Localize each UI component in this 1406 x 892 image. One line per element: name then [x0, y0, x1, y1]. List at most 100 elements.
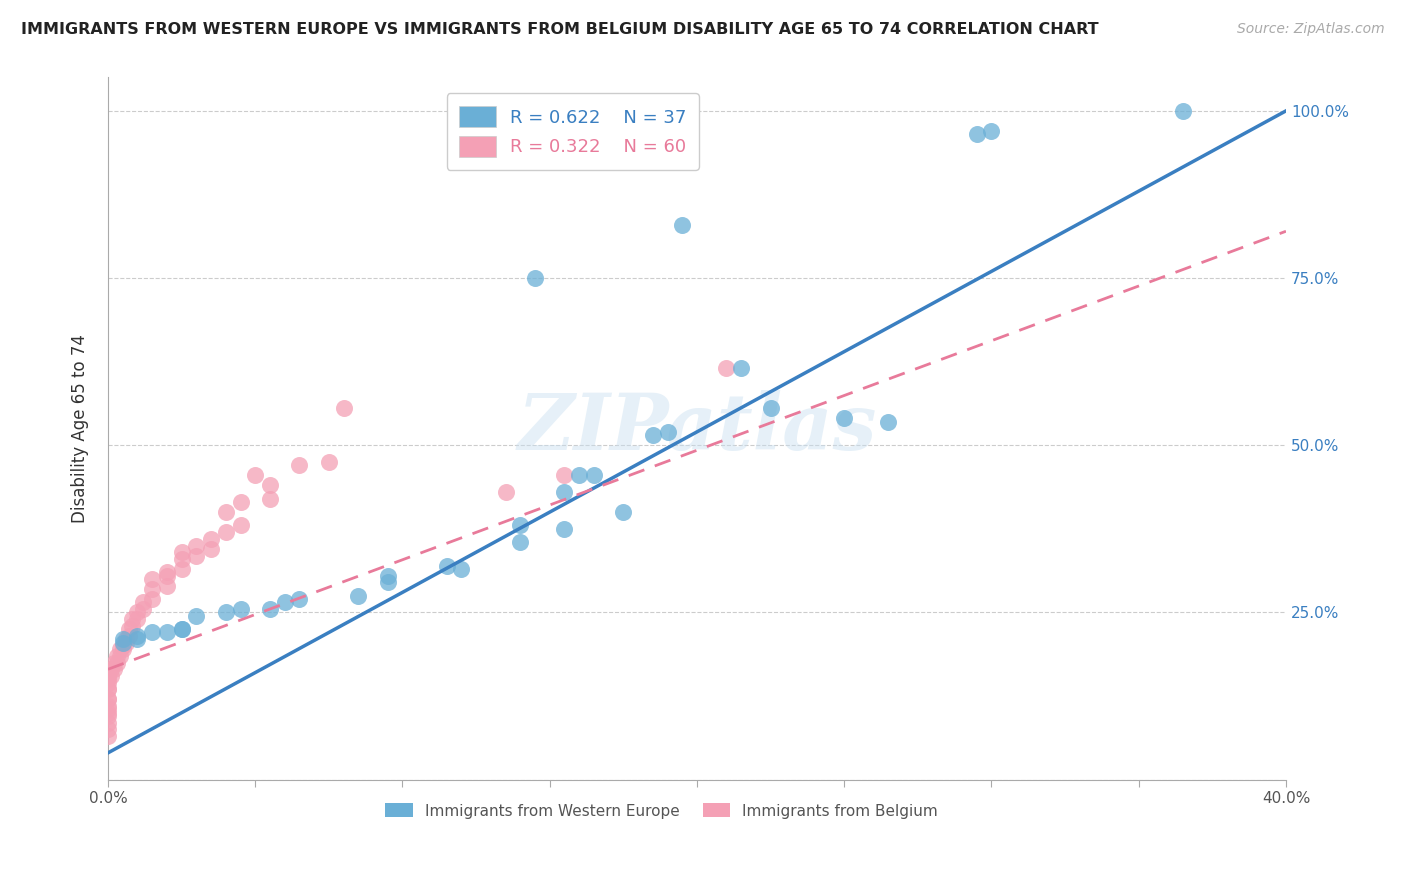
Point [641, 428, 664, 442]
Point [170, 545, 193, 559]
Point [273, 595, 295, 609]
Point [450, 562, 472, 576]
Point [141, 582, 163, 596]
Point [156, 579, 179, 593]
Point [97, 682, 120, 697]
Point [229, 602, 252, 616]
Point [229, 495, 252, 509]
Point [132, 602, 155, 616]
Point [509, 518, 531, 533]
Point [105, 656, 128, 670]
Point [170, 562, 193, 576]
Point [229, 518, 252, 533]
Text: IMMIGRANTS FROM WESTERN EUROPE VS IMMIGRANTS FROM BELGIUM DISABILITY AGE 65 TO 7: IMMIGRANTS FROM WESTERN EUROPE VS IMMIGR… [21, 22, 1098, 37]
Point [170, 552, 193, 566]
Point [509, 535, 531, 549]
Point [318, 455, 340, 469]
Point [1171, 103, 1194, 118]
Point [215, 606, 238, 620]
Legend: Immigrants from Western Europe, Immigrants from Belgium: Immigrants from Western Europe, Immigran… [380, 797, 945, 824]
Point [671, 218, 693, 232]
Point [288, 592, 311, 607]
Point [200, 532, 222, 546]
Point [966, 128, 988, 142]
Point [170, 622, 193, 636]
Point [553, 485, 575, 500]
Point [186, 608, 208, 623]
Point [980, 124, 1002, 138]
Point [215, 525, 238, 540]
Point [111, 632, 134, 647]
Point [97, 699, 120, 714]
Point [759, 401, 782, 416]
Point [127, 632, 149, 647]
Point [127, 606, 149, 620]
Point [170, 622, 193, 636]
Point [114, 635, 136, 649]
Point [186, 539, 208, 553]
Point [97, 682, 120, 697]
Point [111, 642, 134, 657]
Point [259, 478, 281, 492]
Point [156, 568, 179, 582]
Point [141, 592, 163, 607]
Point [97, 673, 120, 687]
Point [377, 575, 399, 590]
Y-axis label: Disability Age 65 to 74: Disability Age 65 to 74 [72, 334, 89, 523]
Point [156, 625, 179, 640]
Point [108, 648, 131, 663]
Point [186, 549, 208, 563]
Point [114, 632, 136, 647]
Point [332, 401, 354, 416]
Point [100, 662, 122, 676]
Point [121, 619, 143, 633]
Point [141, 625, 163, 640]
Point [832, 411, 855, 425]
Point [97, 729, 120, 743]
Point [97, 692, 120, 706]
Point [215, 505, 238, 519]
Point [97, 715, 120, 730]
Point [553, 468, 575, 483]
Point [377, 568, 399, 582]
Text: Source: ZipAtlas.com: Source: ZipAtlas.com [1237, 22, 1385, 37]
Point [347, 589, 370, 603]
Point [200, 541, 222, 556]
Point [553, 522, 575, 536]
Point [105, 648, 128, 663]
Point [568, 468, 591, 483]
Point [524, 271, 547, 285]
Point [97, 702, 120, 716]
Point [97, 706, 120, 720]
Point [436, 558, 458, 573]
Point [97, 669, 120, 683]
Point [612, 505, 634, 519]
Point [103, 662, 125, 676]
Point [716, 361, 738, 376]
Point [127, 629, 149, 643]
Point [288, 458, 311, 473]
Point [657, 425, 679, 439]
Point [245, 468, 267, 483]
Point [127, 612, 149, 626]
Point [103, 656, 125, 670]
Point [111, 635, 134, 649]
Point [111, 639, 134, 653]
Point [495, 485, 517, 500]
Text: ZIPatlas: ZIPatlas [517, 391, 877, 467]
Point [97, 709, 120, 723]
Point [100, 669, 122, 683]
Point [108, 642, 131, 657]
Point [132, 595, 155, 609]
Point [156, 566, 179, 580]
Point [117, 622, 139, 636]
Point [730, 361, 752, 376]
Point [97, 692, 120, 706]
Point [121, 612, 143, 626]
Point [97, 675, 120, 690]
Point [117, 629, 139, 643]
Point [259, 602, 281, 616]
Point [259, 491, 281, 506]
Point [141, 572, 163, 586]
Point [582, 468, 605, 483]
